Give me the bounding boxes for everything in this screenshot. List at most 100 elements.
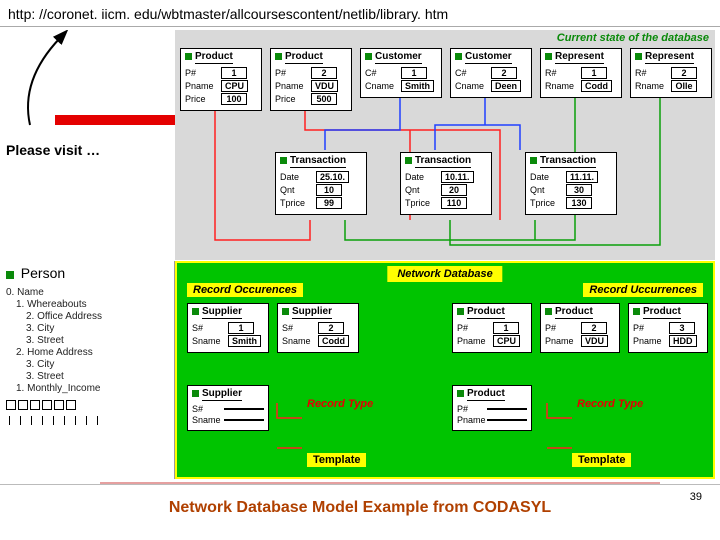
current-state-label: Current state of the database bbox=[557, 32, 709, 44]
record-box: RepresentR#2RnameOlle bbox=[630, 48, 712, 98]
record-title: Product bbox=[555, 306, 593, 319]
person-list: 0. Name1. Whereabouts2. Office Address3.… bbox=[6, 287, 168, 394]
field-value: Codd bbox=[318, 335, 349, 347]
field-row: CnameDeen bbox=[455, 80, 527, 92]
field-label: Tprice bbox=[280, 198, 316, 208]
field-row: S#1 bbox=[192, 322, 264, 334]
field-row: Tprice130 bbox=[530, 197, 612, 209]
field-value: 1 bbox=[581, 67, 607, 79]
bullet-icon bbox=[545, 308, 552, 315]
field-value: HDD bbox=[669, 335, 697, 347]
field-value: 110 bbox=[441, 197, 467, 209]
field-label: Rname bbox=[545, 81, 581, 91]
person-line: 3. Street bbox=[6, 335, 168, 346]
person-bullet bbox=[6, 271, 14, 279]
field-row: P#2 bbox=[545, 322, 615, 334]
record-title: Transaction bbox=[290, 155, 346, 168]
field-value: Deen bbox=[491, 80, 521, 92]
person-line: 3. City bbox=[6, 323, 168, 334]
field-label: Sname bbox=[192, 415, 224, 425]
field-row: S# bbox=[192, 404, 264, 414]
field-value: Smith bbox=[401, 80, 434, 92]
record-type-left: Record Type bbox=[307, 398, 373, 410]
record-box: ProductP#1PnameCPUPrice100 bbox=[180, 48, 262, 111]
bullet-icon bbox=[455, 53, 462, 60]
record-box: Customer C#2CnameDeen bbox=[450, 48, 532, 98]
field-label: Price bbox=[185, 94, 221, 104]
field-label: P# bbox=[457, 404, 487, 414]
record-box: TransactionDate10.11.Qnt20Tprice110 bbox=[400, 152, 492, 215]
field-label: Pname bbox=[545, 336, 581, 346]
field-value: VDU bbox=[581, 335, 608, 347]
field-row: Pname bbox=[457, 415, 527, 425]
field-value: 10 bbox=[316, 184, 342, 196]
field-label: P# bbox=[457, 323, 493, 333]
bullet-icon bbox=[192, 390, 199, 397]
field-row: R#1 bbox=[545, 67, 617, 79]
field-label: Qnt bbox=[530, 185, 566, 195]
bullet-icon bbox=[365, 53, 372, 60]
bullet-icon bbox=[282, 308, 289, 315]
field-label: S# bbox=[282, 323, 318, 333]
field-row: RnameOlle bbox=[635, 80, 707, 92]
field-row: RnameCodd bbox=[545, 80, 617, 92]
field-row: Qnt30 bbox=[530, 184, 612, 196]
field-value: 1 bbox=[228, 322, 254, 334]
record-title: Product bbox=[195, 51, 233, 64]
field-value: 130 bbox=[566, 197, 592, 209]
field-label: Date bbox=[530, 172, 566, 182]
field-value: 11.11. bbox=[566, 171, 598, 183]
record-box: ProductP#2PnameVDU bbox=[540, 303, 620, 353]
record-title: Represent bbox=[645, 51, 694, 64]
record-title: Customer bbox=[465, 51, 512, 64]
field-label: Pname bbox=[457, 415, 487, 425]
record-title: Product bbox=[643, 306, 681, 319]
record-box: ProductP#3PnameHDD bbox=[628, 303, 708, 353]
bullet-icon bbox=[457, 308, 464, 315]
record-title: Customer bbox=[375, 51, 422, 64]
record-title: Supplier bbox=[292, 306, 332, 319]
field-label: Qnt bbox=[280, 185, 316, 195]
field-label: P# bbox=[275, 68, 311, 78]
record-box: Customer C#1 CnameSmith bbox=[360, 48, 442, 98]
field-label: Price bbox=[275, 94, 311, 104]
field-row: C#2 bbox=[455, 67, 527, 79]
field-row: Qnt20 bbox=[405, 184, 487, 196]
field-label: Date bbox=[280, 172, 316, 182]
record-title: Transaction bbox=[540, 155, 596, 168]
field-value: 2 bbox=[318, 322, 344, 334]
field-row: C#1 bbox=[365, 67, 437, 79]
bullet-icon bbox=[405, 157, 412, 164]
slide-number: 39 bbox=[690, 491, 702, 503]
footer-title: Network Database Model Example from CODA… bbox=[169, 485, 551, 517]
record-box: RepresentR#1RnameCodd bbox=[540, 48, 622, 98]
record-title: Supplier bbox=[202, 306, 242, 319]
field-value bbox=[224, 408, 264, 410]
field-value: VDU bbox=[311, 80, 338, 92]
field-value: 25.10. bbox=[316, 171, 349, 183]
person-line: 3. Street bbox=[6, 371, 168, 382]
field-label: C# bbox=[455, 68, 491, 78]
checkbox-row bbox=[6, 400, 168, 413]
record-title: Transaction bbox=[415, 155, 471, 168]
field-row: PnameCPU bbox=[457, 335, 527, 347]
lower-region: Network Database Record Occurences Recor… bbox=[175, 261, 715, 479]
field-label: Cname bbox=[365, 81, 401, 91]
field-value: 20 bbox=[441, 184, 467, 196]
field-label: Tprice bbox=[405, 198, 441, 208]
bullet-icon bbox=[530, 157, 537, 164]
bullet-icon bbox=[635, 53, 642, 60]
field-value: 99 bbox=[316, 197, 342, 209]
field-row: PnameVDU bbox=[545, 335, 615, 347]
bullet-icon bbox=[185, 53, 192, 60]
field-row: S#2 bbox=[282, 322, 354, 334]
bullet-icon bbox=[192, 308, 199, 315]
template-left: Template bbox=[307, 453, 366, 467]
person-line: 3. City bbox=[6, 359, 168, 370]
field-label: Pname bbox=[633, 336, 669, 346]
field-label: P# bbox=[185, 68, 221, 78]
field-row: Price500 bbox=[275, 93, 347, 105]
footer: Network Database Model Example from CODA… bbox=[0, 484, 720, 540]
field-label: Sname bbox=[282, 336, 318, 346]
field-value: 1 bbox=[493, 322, 519, 334]
